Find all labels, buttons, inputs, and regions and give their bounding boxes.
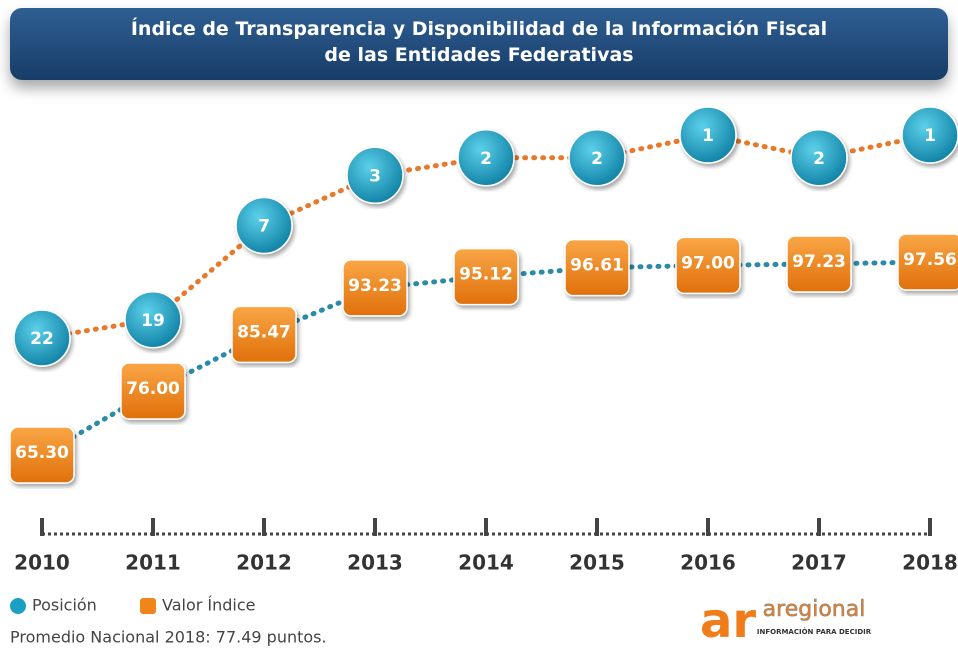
x-tick-label: 2014 <box>458 551 514 575</box>
logo-mark: ar <box>700 593 756 649</box>
index-marker <box>453 247 519 306</box>
index-label: 95.12 <box>459 265 513 285</box>
x-tick-label: 2013 <box>347 551 403 575</box>
note: Promedio Nacional 2018: 77.49 puntos. <box>10 628 327 647</box>
position-marker <box>901 106 958 164</box>
legend-label: Posición <box>32 596 97 615</box>
position-label: 2 <box>813 149 825 169</box>
position-label: 2 <box>480 149 492 169</box>
legend-label: Valor Índice <box>162 596 256 615</box>
logo-tagline: INFORMACIÓN PARA DECIDIR <box>757 627 872 636</box>
index-label: 97.00 <box>681 253 735 273</box>
logo: ar aregional INFORMACIÓN PARA DECIDIR <box>700 592 882 652</box>
index-marker <box>9 426 75 484</box>
index-label: 76.00 <box>126 379 180 399</box>
index-label: 97.23 <box>792 252 846 272</box>
position-label: 7 <box>258 217 270 237</box>
x-tick-label: 2018 <box>902 551 958 575</box>
index-marker <box>897 233 958 291</box>
chart-title: Índice de Transparencia y Disponibilidad… <box>10 8 948 80</box>
position-label: 1 <box>924 126 936 146</box>
legend-swatch <box>140 598 156 614</box>
index-marker <box>675 236 741 295</box>
position-marker <box>124 291 182 349</box>
position-label: 19 <box>141 311 165 331</box>
index-marker <box>786 235 852 293</box>
index-marker <box>231 305 297 364</box>
index-label: 96.61 <box>570 256 624 276</box>
x-tick-label: 2016 <box>680 551 736 575</box>
index-marker <box>342 259 408 317</box>
position-marker <box>568 129 626 187</box>
index-label: 85.47 <box>237 322 291 342</box>
position-label: 1 <box>702 126 714 146</box>
index-label: 93.23 <box>348 276 402 296</box>
series-line <box>39 132 933 341</box>
position-label: 3 <box>369 166 381 186</box>
position-marker <box>13 309 71 367</box>
x-tick-label: 2012 <box>236 551 292 575</box>
position-label: 22 <box>30 329 54 349</box>
x-tick-label: 2011 <box>125 551 181 575</box>
position-label: 2 <box>591 149 603 169</box>
position-marker <box>457 129 515 187</box>
x-tick-label: 2010 <box>14 551 70 575</box>
position-marker <box>235 196 293 255</box>
index-label: 97.56 <box>903 250 957 270</box>
position-marker <box>679 106 737 164</box>
x-tick-label: 2017 <box>791 551 847 575</box>
position-marker <box>346 146 404 205</box>
index-label: 65.30 <box>15 443 69 463</box>
legend-swatch <box>10 598 26 614</box>
index-marker <box>564 238 630 297</box>
position-marker <box>790 129 848 187</box>
logo-name: aregional <box>763 597 866 622</box>
logo-bg <box>700 592 882 652</box>
index-marker <box>120 362 186 420</box>
x-tick-label: 2015 <box>569 551 625 575</box>
